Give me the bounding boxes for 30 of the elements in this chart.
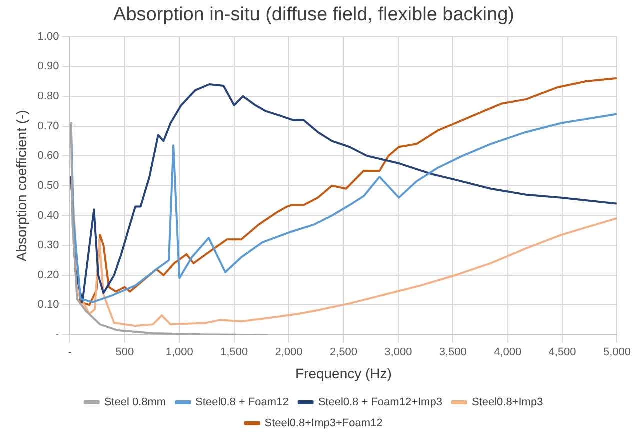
legend-label: Steel 0.8mm — [104, 396, 166, 409]
x-tick-label: 4,000 — [494, 346, 522, 359]
x-axis-title: Frequency (Hz) — [295, 365, 392, 382]
x-tick-label: 2,500 — [330, 346, 358, 359]
legend-label: Steel0.8+Imp3+Foam12 — [264, 418, 383, 430]
y-tick-label: 0.20 — [38, 269, 60, 282]
x-tick-label: 3,000 — [384, 346, 412, 359]
x-tick-label: 2,000 — [275, 346, 303, 359]
y-tick-label: - — [56, 329, 60, 342]
y-tick-label: 0.50 — [38, 180, 60, 192]
x-tick-label: 1,500 — [220, 346, 248, 359]
legend-label: Steel0.8 + Foam12+Imp3 — [318, 396, 442, 409]
x-tick-label: 3,500 — [439, 346, 467, 359]
x-tick-label: 500 — [116, 346, 134, 359]
y-tick-label: 0.10 — [38, 299, 60, 312]
y-tick-label: 0.30 — [38, 240, 60, 252]
x-tick-label: 4,500 — [548, 346, 576, 359]
x-tick-label: - — [68, 346, 72, 359]
legend-label: Steel0.8 + Foam12 — [196, 396, 289, 409]
legend-label: Steel0.8+Imp3 — [472, 396, 544, 409]
y-tick-label: 0.60 — [38, 150, 60, 162]
y-tick-label: 0.40 — [38, 210, 60, 222]
y-axis-title: Absorption coefficient (-) — [13, 110, 30, 262]
y-tick-label: 1.00 — [38, 30, 60, 43]
x-tick-label: 1,000 — [166, 346, 194, 359]
x-tick-label: 5,000 — [603, 346, 631, 359]
y-tick-label: 0.90 — [38, 60, 60, 73]
y-tick-label: 0.80 — [38, 90, 60, 102]
y-tick-label: 0.70 — [38, 120, 60, 132]
chart-title: Absorption in-situ (diffuse field, flexible backing) — [114, 4, 514, 26]
